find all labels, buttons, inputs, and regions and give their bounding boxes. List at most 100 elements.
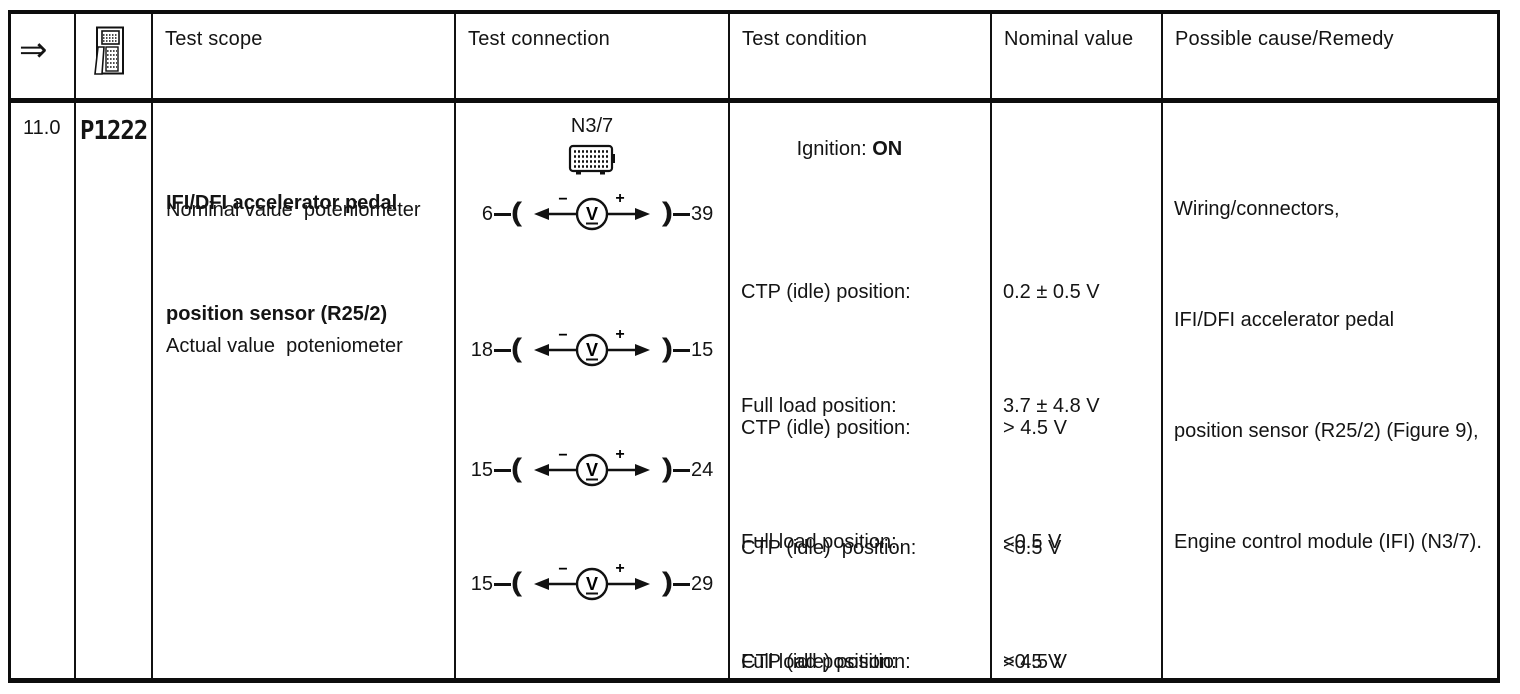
svg-text:V: V (586, 460, 598, 480)
pin-number-left: 6 (481, 202, 493, 225)
column-label-nominal-value: Nominal value (1004, 28, 1134, 50)
svg-text:V: V (586, 204, 598, 224)
nominal-group-4: <0.5 V > 4.5 V (1003, 567, 1067, 694)
voltmeter-icon: − V + (533, 325, 651, 376)
pin-number-left: 15 (470, 572, 493, 595)
pin-number-left: 15 (470, 458, 493, 481)
socket-symbol: ( (510, 333, 523, 363)
condition-line: Full load position: (741, 651, 897, 673)
possible-cause-text: Wiring/connectors, IFI/DFI accelerator p… (1174, 117, 1482, 635)
svg-text:V: V (586, 340, 598, 360)
plug-symbol: ) (661, 567, 674, 597)
nominal-value: 0.2 ± 0.5 V (1003, 281, 1100, 303)
condition-line: Full load position: (741, 395, 897, 417)
plug-symbol: ) (661, 197, 674, 227)
double-arrow-icon: ⇒ (19, 31, 48, 69)
remedy-line: Wiring/connectors, (1174, 198, 1340, 220)
pin-number-left: 18 (470, 338, 493, 361)
svg-text:−: − (558, 561, 567, 578)
table-header-row: ⇒ (11, 14, 1497, 103)
nominal-value: 3.7 ± 4.8 V (1003, 395, 1100, 417)
remedy-line: Engine control module (IFI) (N3/7). (1174, 531, 1482, 553)
condition-line: CTP (idle) position: (741, 537, 917, 559)
nominal-group-1: 0.2 ± 0.5 V 3.7 ± 4.8 V (1003, 197, 1100, 501)
handheld-tester-icon (94, 26, 126, 83)
condition-group-4: CTP (idle) position: Full load position: (741, 567, 911, 694)
scope-actual-value-label: Actual value poteniometer (166, 335, 403, 357)
multipin-connector-icon (567, 143, 617, 182)
remedy-line: IFI/DFI accelerator pedal (1174, 309, 1395, 331)
possible-cause-cell: Wiring/connectors, IFI/DFI accelerator p… (1163, 103, 1497, 678)
test-connection-row-2: 18 ( − V + (463, 325, 721, 376)
condition-group-2: CTP (idle) position: Full load position: (741, 333, 911, 637)
svg-text:+: + (615, 190, 624, 207)
test-scope-title-line1: IFI/DFI accelerator pedal (166, 192, 398, 214)
test-connection-row-3: 15 ( − V + (463, 445, 721, 496)
header-arrow-cell: ⇒ (11, 14, 76, 98)
condition-line: CTP (idle) position: (741, 417, 911, 439)
test-condition-cell: Ignition: ON CTP (idle) position: Full l… (730, 103, 992, 678)
header-test-connection-cell: Test connection (456, 14, 730, 98)
nominal-value: <0.5 V (1003, 651, 1062, 673)
wire-line (673, 212, 690, 216)
scope-nominal-value-label: Nominal value poteniometer (166, 199, 421, 221)
header-possible-cause-cell: Possible cause/Remedy (1163, 14, 1497, 98)
wire-line (673, 582, 690, 586)
svg-text:−: − (558, 191, 567, 208)
test-connection-cell: N3/7 (456, 103, 730, 678)
nominal-value: > 4.5 V (1003, 417, 1067, 439)
ignition-label: Ignition: (796, 138, 873, 160)
column-label-test-connection: Test connection (468, 28, 610, 50)
dtc-code-cell: P1222 (76, 103, 153, 678)
step-number: 11.0 (23, 117, 61, 139)
pin-number-right: 29 (691, 572, 714, 595)
condition-line: CTP (idle) position: (741, 651, 911, 673)
table-body-row: 11.0 P1222 IFI/DFI accelerator pedal pos… (11, 103, 1497, 678)
column-label-test-condition: Test condition (742, 28, 868, 50)
condition-group-3: CTP (idle) position: Full load position: (741, 453, 916, 694)
header-test-scope-cell: Test scope (153, 14, 456, 98)
wire-line (494, 468, 511, 472)
condition-line: Full load position: (741, 531, 897, 553)
header-test-condition-cell: Test condition (730, 14, 992, 98)
socket-symbol: ( (510, 567, 523, 597)
header-nominal-value-cell: Nominal value (992, 14, 1163, 98)
step-number-cell: 11.0 (11, 103, 76, 678)
connection-header: N3/7 (456, 115, 728, 182)
svg-text:V: V (586, 574, 598, 594)
plug-symbol: ) (661, 453, 674, 483)
pin-number-right: 24 (691, 458, 714, 481)
diagnostic-table: ⇒ (8, 10, 1500, 683)
test-scope-title-line2: position sensor (R25/2) (166, 303, 388, 325)
svg-text:−: − (558, 447, 567, 464)
condition-group-1: CTP (idle) position: Full load position: (741, 197, 911, 501)
svg-text:+: + (615, 446, 624, 463)
nominal-value: > 4.5 V (1003, 651, 1067, 673)
nominal-group-3: <0.5 V > 4.5 V (1003, 453, 1067, 694)
nominal-group-2: > 4.5 V <0.5 V (1003, 333, 1067, 637)
pin-number-right: 39 (691, 202, 714, 225)
wire-line (673, 468, 690, 472)
ignition-condition: Ignition: ON (741, 115, 903, 184)
wire-line (494, 348, 511, 352)
header-tester-cell (76, 14, 153, 98)
svg-text:−: − (558, 327, 567, 344)
control-module-label: N3/7 (570, 115, 614, 137)
nominal-value: <0.5 V (1003, 537, 1062, 559)
voltmeter-icon: − V + (533, 445, 651, 496)
voltmeter-icon: − V + (533, 559, 651, 610)
condition-line: CTP (idle) position: (741, 281, 911, 303)
ignition-value: ON (872, 138, 903, 160)
wire-line (494, 212, 511, 216)
wire-line (673, 348, 690, 352)
pin-number-right: 15 (691, 338, 714, 361)
plug-symbol: ) (661, 333, 674, 363)
svg-text:+: + (615, 560, 624, 577)
column-label-test-scope: Test scope (165, 28, 263, 50)
nominal-value: <0.5 V (1003, 531, 1062, 553)
test-connection-row-4: 15 ( − V + (463, 559, 721, 610)
socket-symbol: ( (510, 453, 523, 483)
test-scope-cell: IFI/DFI accelerator pedal position senso… (153, 103, 456, 678)
svg-text:+: + (615, 326, 624, 343)
